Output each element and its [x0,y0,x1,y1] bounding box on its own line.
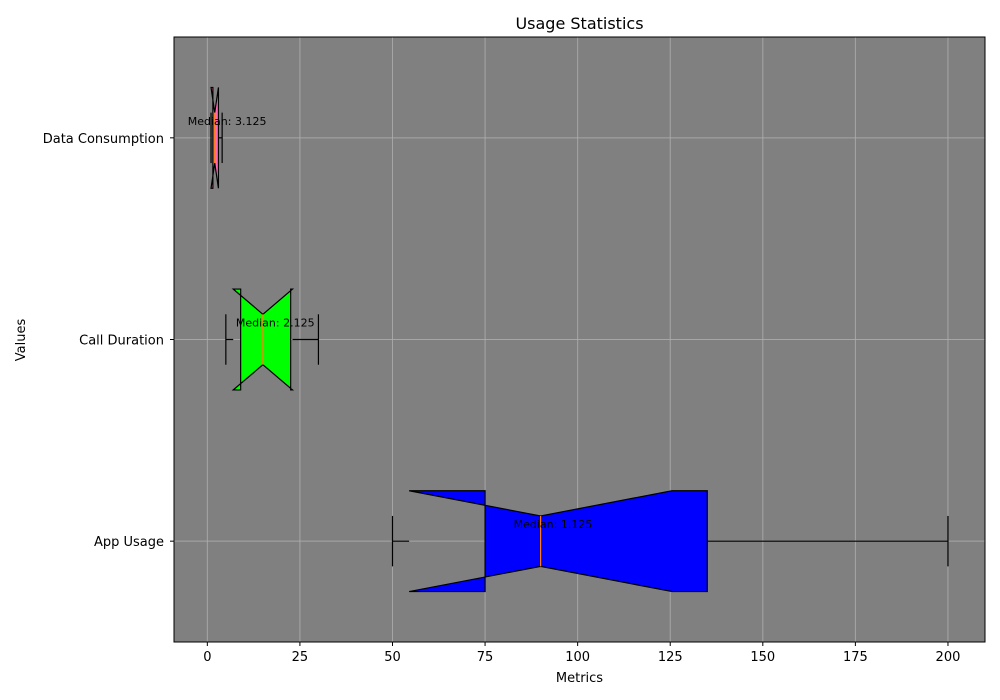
x-tick-label: 75 [477,650,494,665]
x-tick-label: 0 [203,650,211,665]
median-annotation: Median: 1.125 [514,518,593,531]
y-axis-label: Values [14,319,29,362]
y-tick-label: Call Duration [79,334,164,349]
x-tick-label: 150 [750,650,775,665]
annotations: Median: 1.125 Median: 2.125 Median: 3.125 [188,115,593,531]
x-tick-label: 175 [843,650,868,665]
x-tick-label: 100 [565,650,590,665]
median-annotation: Median: 2.125 [236,317,315,330]
x-tick-label: 25 [292,650,309,665]
boxes [210,86,949,593]
x-tick-label: 50 [384,650,401,665]
y-tick-label: Data Consumption [43,132,164,147]
x-tick-label: 200 [936,650,961,665]
y-tick-label: App Usage [94,535,164,550]
chart-title: Usage Statistics [515,14,643,33]
notched-box [409,490,708,593]
x-tick-label: 125 [658,650,683,665]
median-annotation: Median: 3.125 [188,115,267,128]
axes: 0 25 50 75 100 125 150 175 200 App Usage Call Dura… [43,132,961,665]
x-axis-label: Metrics [556,671,603,686]
